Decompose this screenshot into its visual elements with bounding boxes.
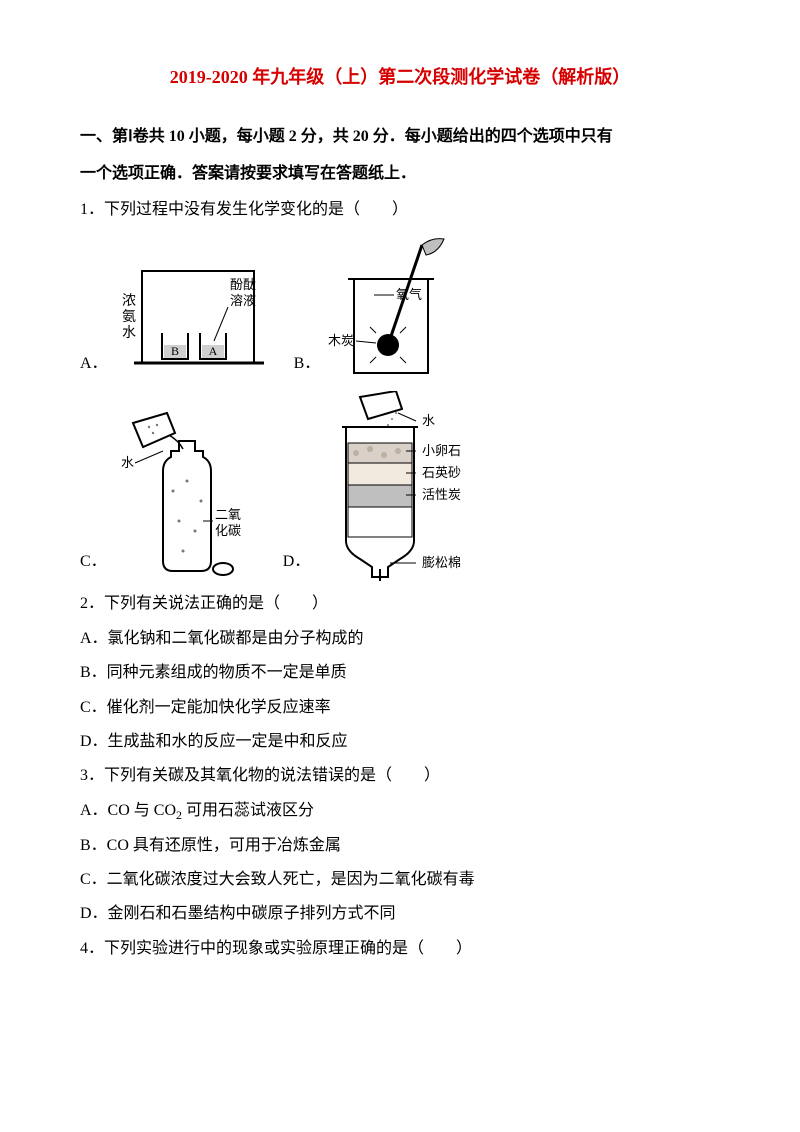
q1-options-row2: C． 水 二氧	[80, 391, 720, 581]
q1-diagram-C: 水 二氧 化碳	[113, 411, 253, 581]
section1-heading-line2: 一个选项正确．答案请按要求填写在答题纸上．	[80, 159, 720, 189]
q2-C: C．催化剂一定能加快化学反应速率	[80, 693, 720, 723]
q3-stem: 3．下列有关碳及其氧化物的说法错误的是（ ）	[80, 761, 720, 791]
svg-text:B: B	[171, 344, 179, 358]
svg-text:小卵石: 小卵石	[422, 443, 461, 458]
q1-optD-label: D．	[283, 547, 311, 581]
svg-text:浓: 浓	[122, 293, 136, 309]
section1-heading-line1: 一、第Ⅰ卷共 10 小题，每小题 2 分，共 20 分．每小题给出的四个选项中只…	[80, 122, 720, 152]
q1-optB-label: B．	[294, 349, 321, 383]
q1-optC-label: C．	[80, 547, 107, 581]
q2-B: B．同种元素组成的物质不一定是单质	[80, 658, 720, 688]
svg-text:木炭: 木炭	[328, 333, 354, 348]
q3-A-pre: A．CO 与 CO	[80, 802, 176, 819]
q2-stem: 2．下列有关说法正确的是（ ）	[80, 589, 720, 619]
q1-option-B: B． 氧气 木炭	[294, 233, 457, 383]
q1-diagram-A: B A 浓 氨 水 酚酞 溶液	[114, 263, 264, 383]
q2-D: D．生成盐和水的反应一定是中和反应	[80, 727, 720, 757]
q1-stem: 1．下列过程中没有发生化学变化的是（ ）	[80, 195, 720, 225]
svg-text:石英砂: 石英砂	[422, 465, 461, 480]
svg-text:酚酞: 酚酞	[230, 277, 256, 292]
svg-text:溶液: 溶液	[230, 293, 256, 308]
q1-diagram-B: 氧气 木炭	[326, 233, 456, 383]
svg-text:氨: 氨	[122, 309, 136, 325]
q1-options-row1: A． B A 浓 氨 水 酚酞 溶液	[80, 233, 720, 383]
q3-D: D．金刚石和石墨结构中碳原子排列方式不同	[80, 899, 720, 929]
exam-title: 2019-2020 年九年级（上）第二次段测化学试卷（解析版）	[80, 60, 720, 94]
q4-stem: 4．下列实验进行中的现象或实验原理正确的是（ ）	[80, 934, 720, 964]
q3-C: C．二氧化碳浓度过大会致人死亡，是因为二氧化碳有毒	[80, 865, 720, 895]
q1-option-C: C． 水 二氧	[80, 411, 253, 581]
q1-option-A: A． B A 浓 氨 水 酚酞 溶液	[80, 263, 264, 383]
svg-text:A: A	[208, 344, 217, 358]
svg-text:水: 水	[121, 455, 134, 470]
svg-text:二氧: 二氧	[215, 507, 241, 522]
q3-A: A．CO 与 CO2 可用石蕊试液区分	[80, 796, 720, 827]
svg-text:活性炭: 活性炭	[422, 487, 461, 502]
q3-B: B．CO 具有还原性，可用于冶炼金属	[80, 831, 720, 861]
svg-text:水: 水	[122, 325, 136, 341]
q1-optA-label: A．	[80, 349, 108, 383]
svg-text:膨松棉: 膨松棉	[422, 555, 461, 570]
q3-A-post: 可用石蕊试液区分	[182, 802, 314, 819]
svg-text:水: 水	[422, 413, 435, 428]
q1-diagram-D: 水 小卵石 石英砂 活性炭 膨松棉	[316, 391, 486, 581]
svg-text:氧气: 氧气	[396, 287, 422, 302]
q2-A: A．氯化钠和二氧化碳都是由分子构成的	[80, 624, 720, 654]
q1-option-D: D． 水 小卵石 石英砂	[283, 391, 487, 581]
svg-text:化碳: 化碳	[215, 523, 241, 538]
